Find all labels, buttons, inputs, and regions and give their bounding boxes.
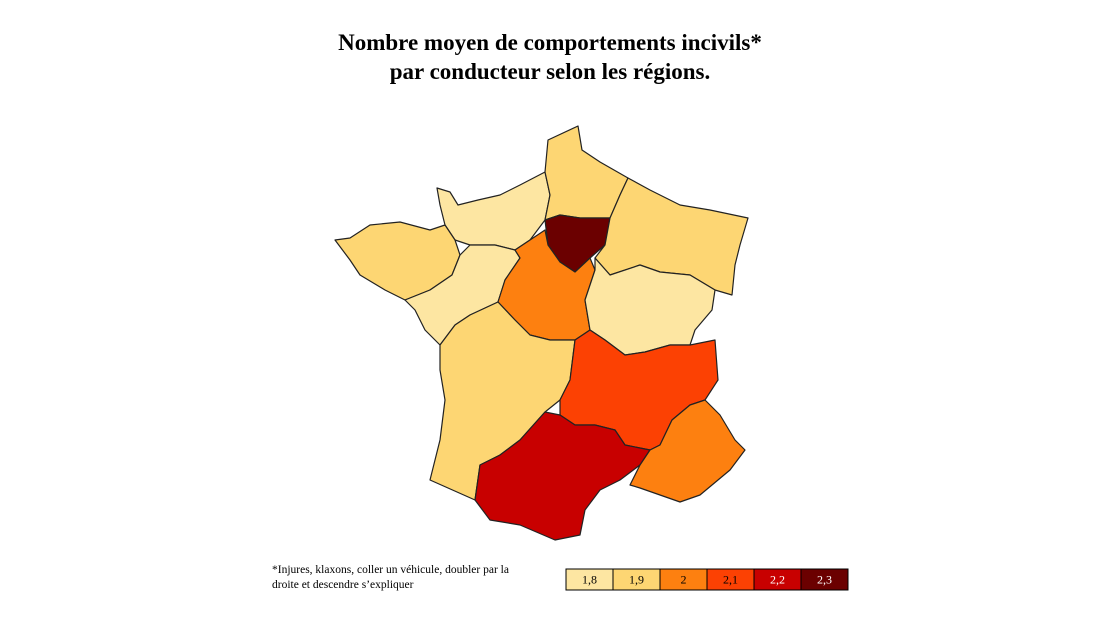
footnote: *Injures, klaxons, coller un véhicule, d… — [272, 564, 509, 591]
legend-label: 1,9 — [629, 572, 644, 586]
legend-label: 2,2 — [770, 572, 785, 586]
legend-label: 1,8 — [582, 572, 597, 586]
region — [629, 399, 746, 503]
legend-swatch — [800, 568, 849, 591]
map-title: Nombre moyen de comportements incivils* … — [338, 30, 762, 84]
legend-label: 2,3 — [817, 572, 832, 586]
legend-label: 2,1 — [723, 572, 738, 586]
legend-label: 2 — [681, 572, 687, 586]
region — [429, 301, 576, 501]
region — [474, 411, 651, 541]
